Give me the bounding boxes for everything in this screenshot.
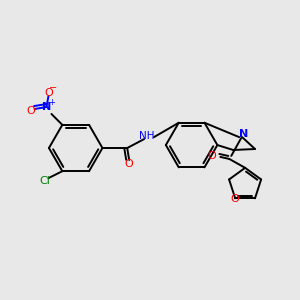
Text: O: O bbox=[125, 159, 134, 169]
Text: +: + bbox=[48, 98, 55, 106]
Text: O: O bbox=[231, 194, 240, 204]
Text: O: O bbox=[44, 88, 53, 98]
Text: NH: NH bbox=[139, 131, 155, 141]
Text: −: − bbox=[49, 83, 58, 93]
Text: N: N bbox=[42, 102, 51, 112]
Text: Cl: Cl bbox=[39, 176, 50, 186]
Text: O: O bbox=[26, 106, 35, 116]
Text: N: N bbox=[239, 129, 249, 139]
Text: O: O bbox=[207, 151, 216, 161]
